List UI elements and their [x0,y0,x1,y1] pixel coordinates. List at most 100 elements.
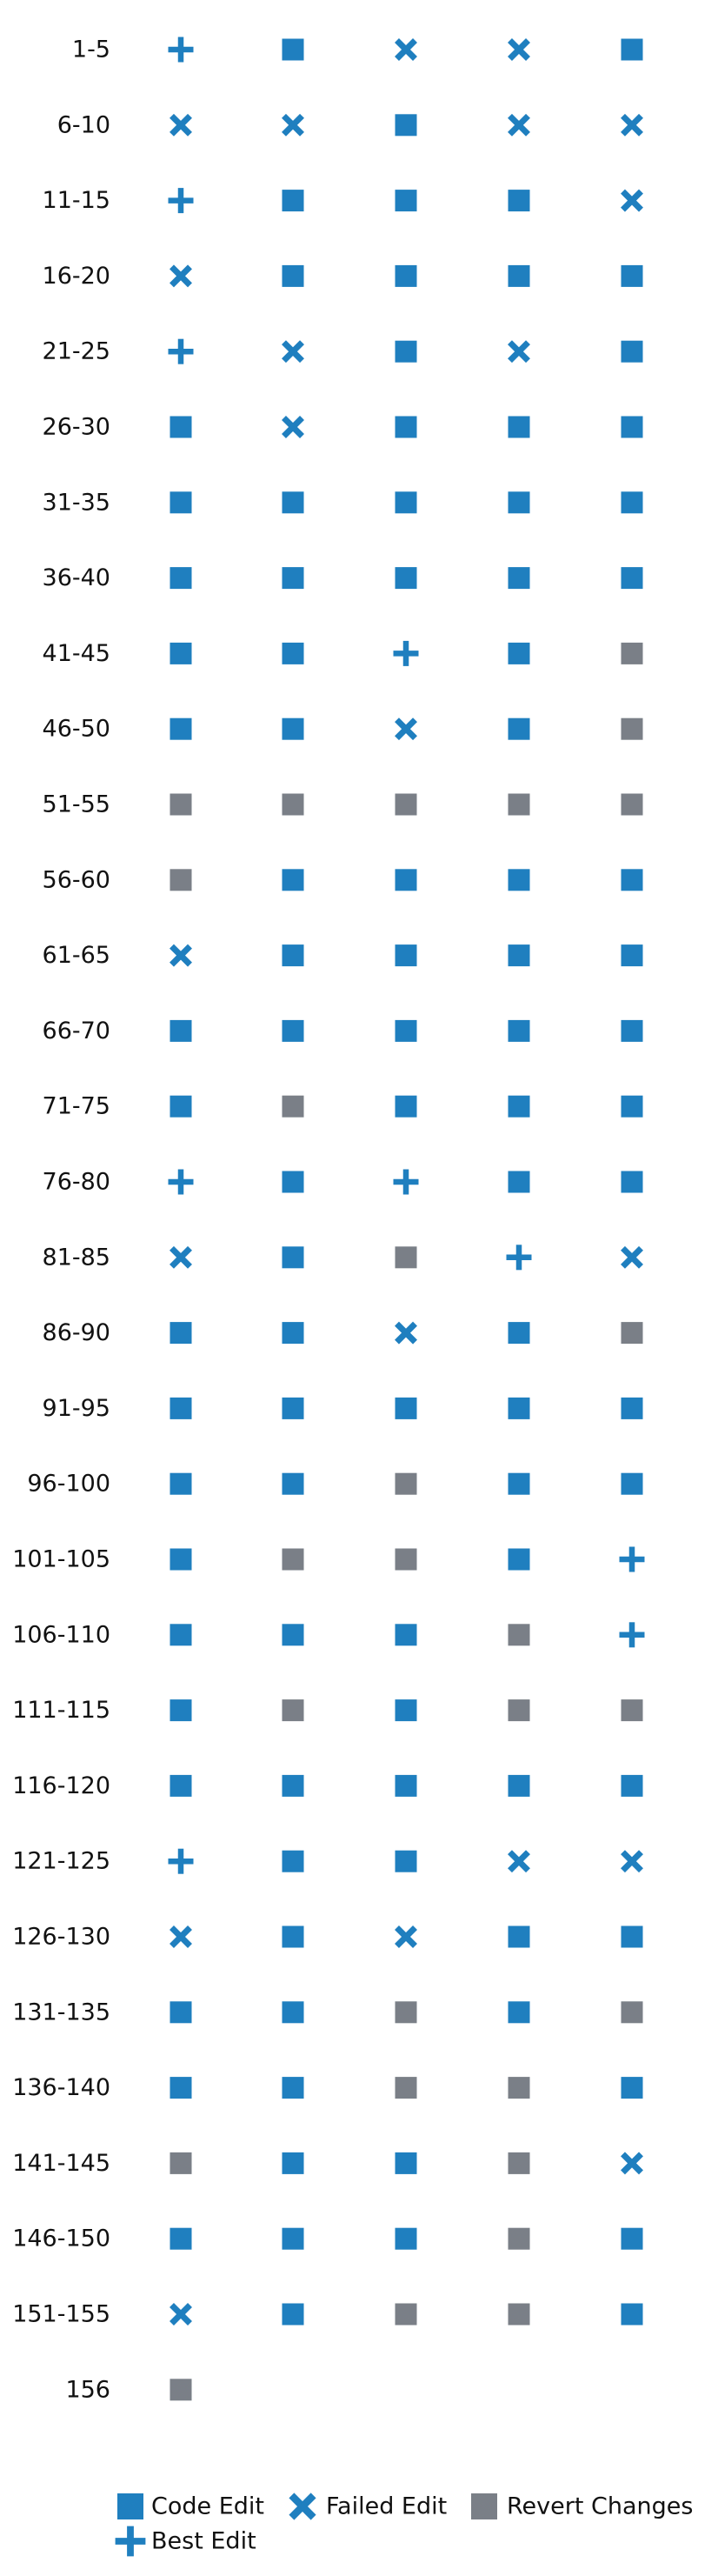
grid-row: 111-115 [12,1697,643,1724]
code-marker [621,491,643,514]
revert-marker [508,1624,530,1646]
revert-marker [170,2152,192,2174]
failed-marker [621,2152,643,2175]
code-marker [508,1774,530,1797]
code-marker [508,264,530,287]
grid-row: 86-90 [43,1319,643,1346]
code-marker [508,567,530,590]
grid-row: 121-125 [12,1848,643,1875]
failed-marker [508,38,530,61]
revert-marker [621,1322,643,1345]
best-marker [168,338,194,364]
code-marker [282,2152,304,2174]
code-marker [282,1624,304,1646]
code-marker [508,869,530,891]
legend-entry-revert: Revert Changes [471,2493,693,2520]
revert-marker [621,2001,643,2024]
grid-row: 36-40 [43,564,643,591]
revert-marker [508,793,530,816]
legend-entry-best: Best Edit [115,2526,256,2557]
failed-marker [621,113,643,137]
code-marker [282,944,304,967]
code-marker [170,2001,192,2024]
grid-row: 91-95 [43,1395,643,1422]
code-marker [282,1171,304,1193]
revert-marker [395,2001,417,2024]
code-marker [621,944,643,967]
code-marker [170,1548,192,1571]
row-label: 141-145 [12,2150,110,2177]
code-marker [282,2077,304,2099]
failed-marker [395,1925,417,1948]
code-marker [282,190,304,212]
grid-row: 61-65 [43,942,643,969]
code-marker [508,1925,530,1948]
row-label: 11-15 [43,187,110,214]
code-marker [621,1472,643,1495]
revert-marker [395,793,417,816]
code-marker [395,114,417,137]
revert-marker [395,2303,417,2326]
legend-label: Revert Changes [507,2493,693,2520]
row-label: 31-35 [43,489,110,516]
code-marker [395,1095,417,1118]
grid-row: 41-45 [43,640,643,667]
row-label: 6-10 [57,111,110,138]
row-label: 46-50 [43,716,110,743]
code-marker [282,642,304,664]
failed-marker [621,189,643,212]
row-label: 131-135 [12,1999,110,2025]
failed-marker [395,1321,417,1345]
revert-marker [170,793,192,816]
revert-marker [395,1472,417,1495]
revert-marker [282,1095,304,1118]
code-marker [395,869,417,891]
code-marker [282,1472,304,1495]
best-marker [619,1546,645,1572]
best-marker [619,1622,645,1648]
marker-grid: 1-5 6-10 11-15 16-20 21-25 26-30 31-35 36-40 41-… [12,37,645,2403]
code-marker [170,1624,192,1646]
code-marker [508,2001,530,2024]
row-label: 51-55 [43,791,110,818]
grid-row: 11-15 [43,187,643,214]
grid-row: 126-130 [12,1924,643,1951]
failed-marker [395,717,417,741]
code-marker [508,416,530,438]
grid-row: 116-120 [12,1772,643,1799]
grid-row: 146-150 [12,2226,643,2252]
code-marker [621,1019,643,1042]
revert-marker [282,793,304,816]
grid-row: 136-140 [12,2074,643,2101]
grid-row: 6-10 [57,111,643,138]
row-label: 116-120 [12,1772,110,1799]
failed-marker [170,944,192,967]
failed-marker [282,113,304,137]
row-label: 56-60 [43,866,110,893]
best-marker [393,1169,419,1195]
revert-marker [508,2152,530,2174]
code-marker [282,1322,304,1345]
revert-marker [621,642,643,664]
grid-row: 81-85 [43,1244,643,1271]
failed-marker [282,340,304,364]
code-marker [621,416,643,438]
code-marker [508,1472,530,1495]
code-marker [621,1397,643,1419]
code-marker [170,1699,192,1722]
revert-marker [395,1548,417,1571]
grid-row: 71-75 [43,1093,643,1120]
code-marker [282,2303,304,2326]
row-label: 156 [65,2376,110,2403]
failed-marker [621,1245,643,1269]
code-marker [282,491,304,514]
row-label: 36-40 [43,564,110,591]
code-marker [395,1624,417,1646]
grid-row: 26-30 [43,414,643,441]
row-label: 106-110 [12,1621,110,1648]
code-marker [621,340,643,363]
code-marker [508,190,530,212]
grid-row: 1-5 [72,37,643,63]
code-marker [170,567,192,590]
row-label: 66-70 [43,1018,110,1044]
